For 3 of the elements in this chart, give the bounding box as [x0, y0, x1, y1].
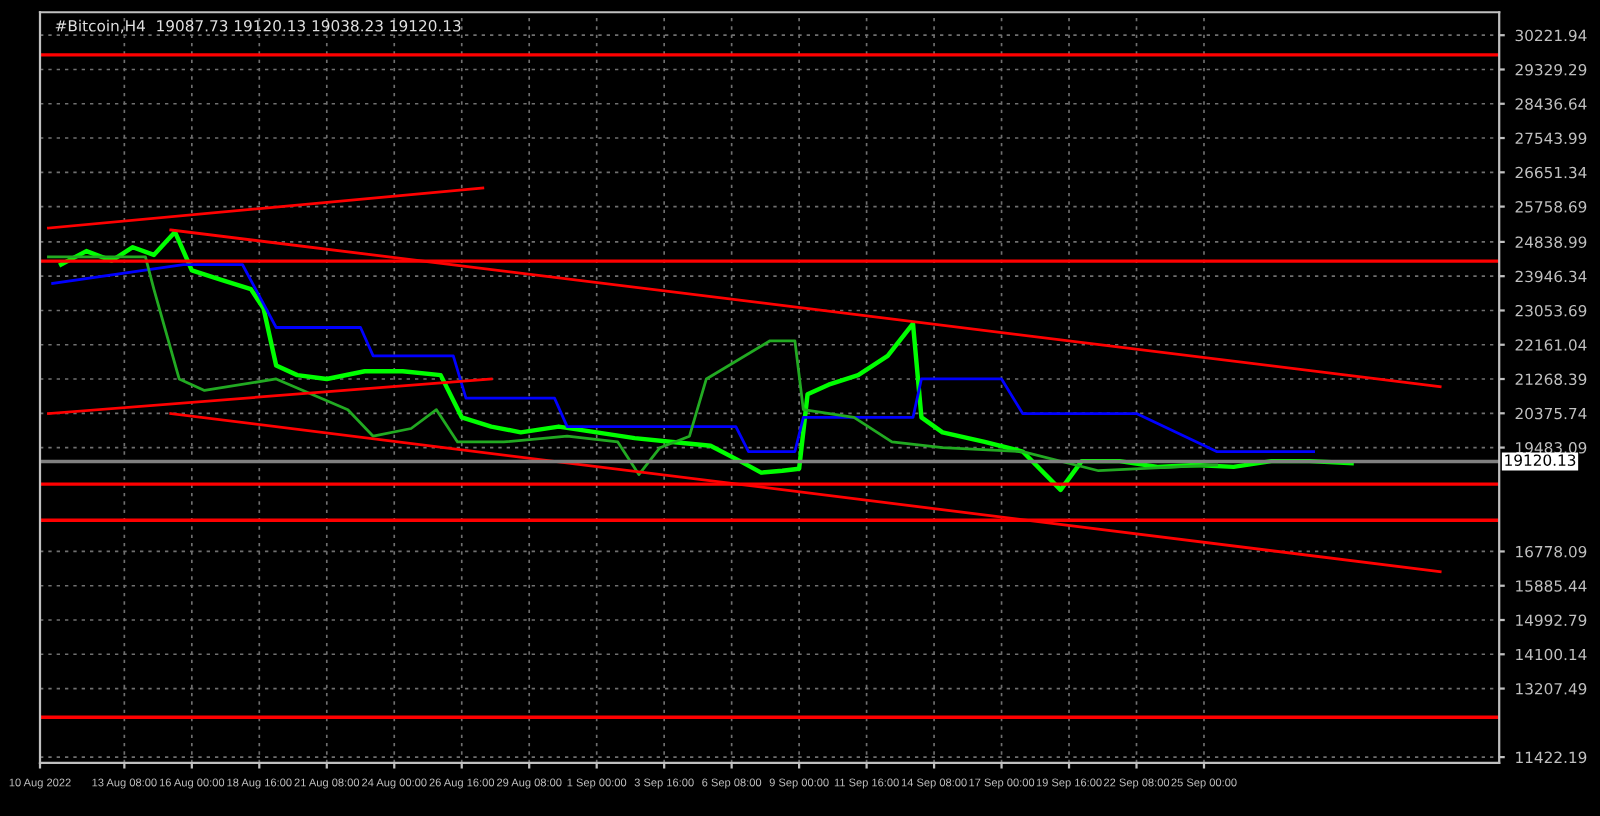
line-series: [58, 229, 1354, 493]
line-series: [47, 255, 1219, 476]
line-series: [51, 263, 1316, 453]
